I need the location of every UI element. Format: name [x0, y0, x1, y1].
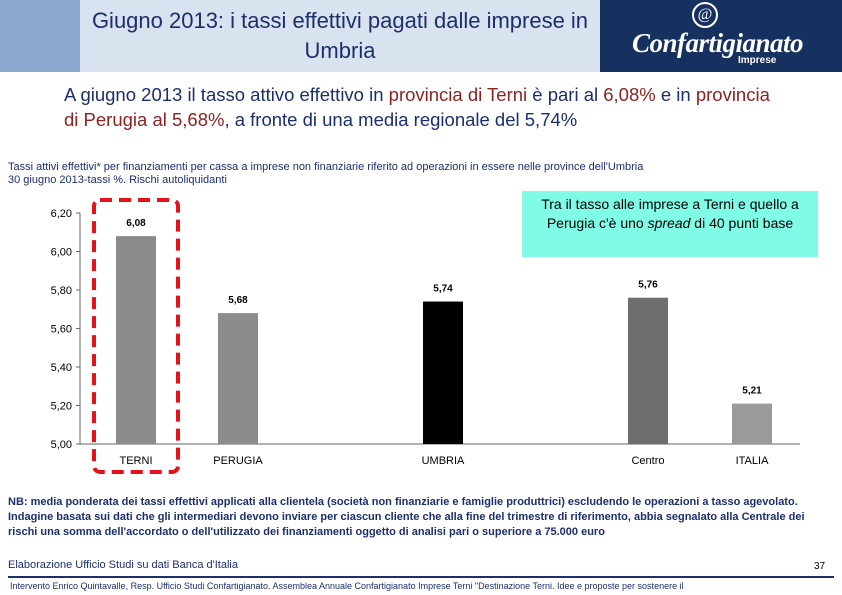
footer-divider: [8, 576, 834, 578]
data-label: 5,74: [433, 284, 453, 295]
methodology-note: NB: media ponderata dei tassi effettivi …: [8, 496, 805, 538]
headline-terni: provincia di Terni: [388, 84, 528, 105]
callout-text-1: Tra il tasso alle imprese a Terni e quel…: [541, 196, 799, 231]
confartigianato-logo: @ Confartigianato Imprese: [600, 0, 842, 72]
data-label: 5,21: [742, 386, 762, 397]
terni-highlight-box: [92, 198, 180, 474]
headline-terni-rate: 6,08%: [603, 84, 656, 105]
title-box: Giugno 2013: i tassi effettivi pagati da…: [80, 0, 600, 72]
bar-terni: [116, 236, 156, 444]
headline-part-1: A giugno 2013 il tasso attivo effettivo …: [64, 84, 389, 105]
y-tick-label: 6,20: [51, 208, 72, 220]
chart-title: Tassi attivi effettivi* per finanziament…: [8, 161, 768, 187]
chart-subtitle: 30 giugno 2013-tassi %. Rischi autoliqui…: [8, 174, 227, 186]
bar-italia: [732, 403, 772, 444]
headline-part-5: e in: [655, 84, 696, 105]
callout-text-2: di 40 punti base: [690, 215, 794, 231]
bar-centro: [628, 297, 668, 444]
y-tick-label: 5,20: [51, 401, 72, 413]
page-title: Giugno 2013: i tassi effettivi pagati da…: [91, 8, 589, 63]
headline-perugia: provincia di Perugia al 5,68%: [64, 84, 770, 130]
bar-umbria: [423, 301, 463, 444]
y-tick-label: 5,00: [51, 439, 72, 451]
footer-text: Intervento Enrico Quintavalle, Resp. Uff…: [10, 581, 684, 591]
x-tick-label: ITALIA: [736, 455, 769, 467]
spread-callout: Tra il tasso alle imprese a Terni e quel…: [522, 191, 818, 257]
logo-wordmark: Confartigianato: [632, 28, 804, 58]
x-tick-label: UMBRIA: [422, 455, 465, 467]
headline: A giugno 2013 il tasso attivo effettivo …: [64, 82, 784, 132]
bar-perugia: [218, 313, 258, 444]
page-number: 37: [814, 561, 826, 572]
x-tick-label: PERUGIA: [213, 455, 263, 467]
x-tick-label: TERNI: [120, 455, 153, 467]
source-text: Elaborazione Ufficio Studi su dati Banca…: [8, 559, 238, 571]
y-tick-label: 5,60: [51, 324, 72, 336]
logo-at-symbol: @: [692, 2, 718, 28]
data-label: 5,76: [638, 280, 658, 291]
callout-emphasis: spread: [647, 215, 691, 231]
data-label: 6,08: [126, 218, 146, 229]
data-label: 5,68: [228, 295, 248, 306]
y-tick-label: 5,80: [51, 285, 72, 297]
y-tick-label: 6,00: [51, 247, 72, 259]
x-tick-label: Centro: [631, 455, 664, 467]
logo-subtitle: Imprese: [738, 55, 777, 66]
headline-part-7: , a fronte di una media regionale del 5,…: [224, 109, 578, 130]
chart-title-text: Tassi attivi effettivi* per finanziament…: [8, 161, 644, 173]
y-tick-label: 5,40: [51, 362, 72, 374]
header-left-strip: [0, 0, 80, 72]
headline-part-3: è pari al: [527, 84, 604, 105]
